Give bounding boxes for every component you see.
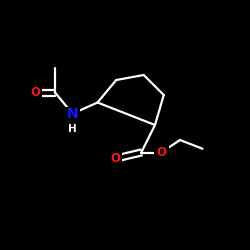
Text: O: O [110, 152, 120, 165]
Bar [65, 107, 80, 120]
Bar [28, 86, 42, 99]
Bar [108, 152, 122, 166]
Text: O: O [30, 86, 40, 99]
Text: O: O [156, 146, 166, 159]
Bar [154, 146, 168, 160]
Text: H: H [68, 124, 77, 134]
Text: N: N [67, 107, 78, 121]
